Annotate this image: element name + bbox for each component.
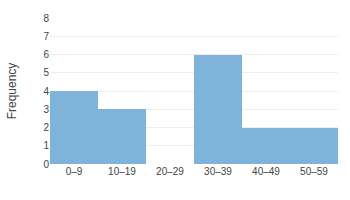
svg-text:30–39: 30–39: [204, 166, 232, 177]
svg-text:2: 2: [43, 122, 49, 133]
svg-text:50–59: 50–59: [300, 166, 328, 177]
svg-text:20–29: 20–29: [156, 166, 184, 177]
svg-text:Frequency: Frequency: [5, 63, 19, 120]
svg-text:7: 7: [43, 31, 49, 42]
svg-text:0: 0: [43, 159, 49, 170]
svg-text:1: 1: [43, 140, 49, 151]
svg-text:6: 6: [43, 49, 49, 60]
svg-text:5: 5: [43, 67, 49, 78]
svg-text:4: 4: [43, 86, 49, 97]
svg-text:3: 3: [43, 104, 49, 115]
svg-text:0–9: 0–9: [66, 166, 83, 177]
svg-text:40–49: 40–49: [252, 166, 280, 177]
svg-text:10–19: 10–19: [108, 166, 136, 177]
svg-text:8: 8: [43, 13, 49, 24]
